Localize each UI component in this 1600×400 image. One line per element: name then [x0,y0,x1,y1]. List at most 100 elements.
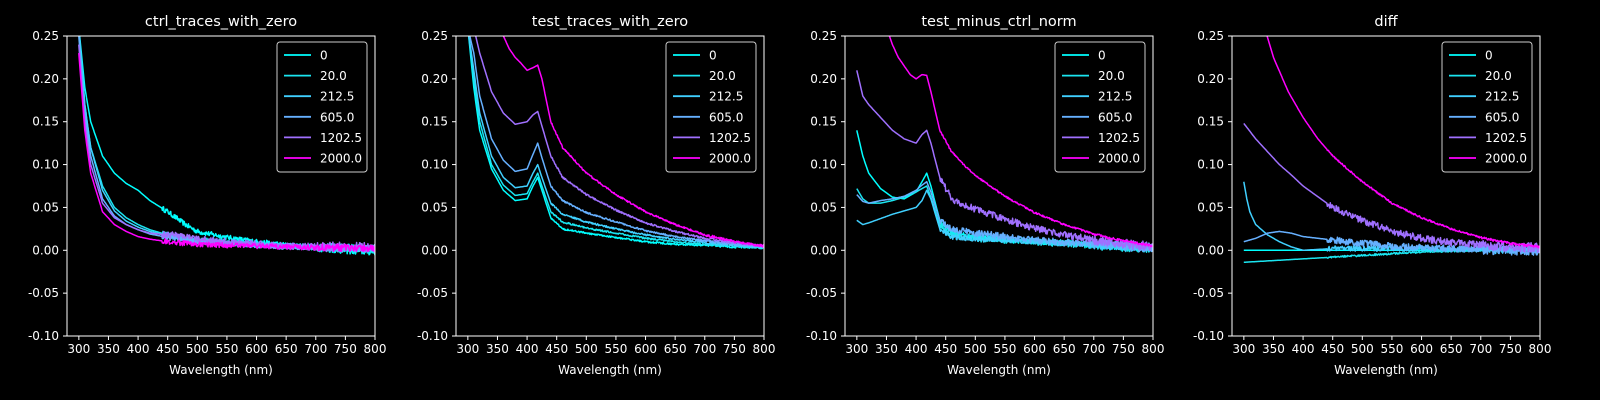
legend-label: 605.0 [709,110,743,124]
legend-label: 2000.0 [1098,152,1140,166]
y-tick-label: 0.00 [1197,243,1224,257]
x-tick-label: 750 [334,342,357,356]
x-axis-label: Wavelength (nm) [1334,363,1438,377]
y-tick-label: 0.20 [421,72,448,86]
series-line [1266,36,1540,249]
x-tick-label: 400 [905,342,928,356]
legend-label: 2000.0 [320,152,362,166]
x-tick-label: 750 [1499,342,1522,356]
x-tick-label: 500 [575,342,598,356]
chart-panel: 300 350 400 450 500 550 600 650 700 750 800 -0.10 -0… [806,14,1165,377]
legend-label: 1202.5 [1485,131,1527,145]
x-tick-label: 350 [486,342,509,356]
legend-label: 212.5 [709,90,743,104]
x-tick-label: 700 [1469,342,1492,356]
y-tick-label: -0.10 [417,329,448,343]
x-tick-label: 600 [1410,342,1433,356]
x-tick-label: 700 [1082,342,1105,356]
x-tick-label: 650 [1053,342,1076,356]
y-tick-label: 0.25 [32,29,59,43]
y-tick-label: 0.15 [421,115,448,129]
legend-label: 605.0 [320,110,354,124]
x-tick-label: 400 [1292,342,1315,356]
x-tick-label: 600 [245,342,268,356]
chart-panel: 300 350 400 450 500 550 600 650 700 750 800 -0.10 -0… [1193,14,1552,377]
axes-frame [455,35,765,337]
series-group [467,36,764,250]
x-tick-label: 400 [127,342,150,356]
series-group [856,36,1153,253]
x-tick-label: 300 [1232,342,1255,356]
legend-label: 212.5 [1485,90,1519,104]
x-tick-label: 350 [1262,342,1285,356]
legend-label: 212.5 [1098,90,1132,104]
y-tick-label: -0.10 [28,329,59,343]
chart-title: test_traces_with_zero [532,14,689,30]
y-tick-label: 0.05 [1197,200,1224,214]
legend-label: 20.0 [709,69,736,83]
x-tick-label: 750 [723,342,746,356]
legend-frame [276,41,368,173]
x-tick-label: 450 [934,342,957,356]
legend-label: 1202.5 [709,131,751,145]
legend-label: 605.0 [1098,110,1132,124]
x-tick-label: 800 [1529,342,1552,356]
chart-panel: 300 350 400 450 500 550 600 650 700 750 800 -0.10 -0… [28,14,387,377]
y-tick-label: 0.15 [1197,115,1224,129]
y-tick-label: 0.15 [810,115,837,129]
legend: 0 20.0 212.5 605.0 1202.5 2000.0 [665,41,757,173]
y-tick-label: -0.05 [1193,286,1224,300]
series-line [502,36,764,248]
y-tick-label: -0.10 [806,329,837,343]
x-tick-label: 550 [993,342,1016,356]
x-tick-label: 700 [304,342,327,356]
series-line [468,36,764,250]
legend-label: 1202.5 [320,131,362,145]
x-tick-label: 400 [516,342,539,356]
x-tick-label: 600 [1023,342,1046,356]
legend-label: 20.0 [1485,69,1512,83]
x-tick-label: 550 [604,342,627,356]
legend-frame [1054,41,1146,173]
legend-label: 0 [709,49,717,63]
y-tick-label: 0.10 [1197,158,1224,172]
series-line [856,70,1153,252]
axes-frame [1231,35,1541,337]
x-tick-label: 300 [456,342,479,356]
y-tick-label: 0.25 [421,29,448,43]
y-tick-label: 0.05 [32,200,59,214]
x-axis-label: Wavelength (nm) [558,363,662,377]
series-line [78,53,375,253]
axes-frame [66,35,376,337]
y-tick-label: 0.20 [810,72,837,86]
legend: 0 20.0 212.5 605.0 1202.5 2000.0 [1441,41,1533,173]
x-tick-label: 650 [275,342,298,356]
chart-title: test_minus_ctrl_norm [921,14,1076,30]
legend-label: 1202.5 [1098,131,1140,145]
x-axis-label: Wavelength (nm) [947,363,1051,377]
y-tick-label: 0.00 [810,243,837,257]
legend-label: 20.0 [1098,69,1125,83]
x-tick-label: 750 [1112,342,1135,356]
y-tick-label: -0.05 [28,286,59,300]
x-tick-label: 450 [545,342,568,356]
chart-panel: 300 350 400 450 500 550 600 650 700 750 800 -0.10 -0… [417,14,776,377]
chart-title: diff [1374,14,1398,30]
y-tick-label: 0.10 [421,158,448,172]
y-tick-label: 0.25 [810,29,837,43]
y-tick-label: 0.05 [421,200,448,214]
x-tick-label: 450 [1321,342,1344,356]
x-tick-label: 550 [215,342,238,356]
series-line [888,36,1153,248]
legend-label: 0 [1098,49,1106,63]
legend-frame [665,41,757,173]
x-tick-label: 800 [753,342,776,356]
legend-label: 20.0 [320,69,347,83]
legend-label: 2000.0 [709,152,751,166]
series-line [1243,122,1540,253]
x-tick-label: 550 [1380,342,1403,356]
x-tick-label: 650 [1440,342,1463,356]
x-tick-label: 500 [186,342,209,356]
